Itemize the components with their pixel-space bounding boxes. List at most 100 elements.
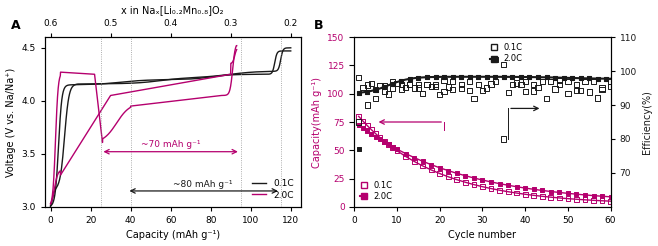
Point (468, 97, 479, 101)
Point (465, 75, 475, 79)
Text: ~70 mAh g⁻¹: ~70 mAh g⁻¹ (141, 139, 201, 149)
Point (601, 77, 611, 81)
Point (379, 84, 390, 88)
Point (554, 196, 565, 200)
Point (370, 135, 381, 138)
Point (511, 81, 522, 85)
Text: ~80 mAh g⁻¹: ~80 mAh g⁻¹ (173, 180, 232, 189)
Point (486, 180, 496, 184)
Point (426, 85, 436, 89)
Point (550, 76, 561, 79)
Point (576, 76, 586, 80)
Point (494, 188, 505, 192)
Legend: 0.1C, 2.0C: 0.1C, 2.0C (359, 179, 394, 203)
Point (392, 149, 402, 153)
Point (516, 75, 526, 79)
Point (537, 79, 547, 83)
Point (400, 85, 411, 89)
Point (593, 77, 603, 80)
Point (362, 90, 372, 94)
Point (554, 79, 565, 83)
Point (486, 82, 496, 86)
Point (409, 156, 419, 160)
Point (460, 174, 470, 178)
Point (443, 85, 453, 89)
Point (367, 132, 377, 136)
Point (422, 83, 432, 87)
Point (456, 75, 467, 79)
Point (465, 88, 475, 92)
Point (571, 88, 582, 92)
Point (353, 120, 364, 124)
Point (353, 147, 364, 151)
Point (507, 83, 518, 87)
Point (451, 178, 462, 182)
Point (554, 83, 565, 87)
Point (533, 75, 544, 79)
Point (584, 77, 595, 80)
Point (597, 87, 607, 91)
Point (520, 186, 530, 190)
Point (507, 75, 518, 79)
Point (358, 85, 368, 89)
Point (379, 139, 390, 143)
Point (422, 75, 432, 79)
Point (422, 83, 432, 87)
Point (584, 90, 595, 94)
Point (417, 164, 428, 168)
Point (524, 75, 535, 79)
Point (545, 189, 556, 193)
Point (563, 191, 573, 195)
Point (392, 147, 402, 151)
Point (383, 143, 393, 147)
Point (383, 142, 393, 146)
Point (537, 194, 547, 198)
Point (409, 159, 419, 163)
Point (528, 83, 539, 87)
Point (559, 76, 569, 80)
Point (370, 88, 381, 92)
Point (405, 82, 415, 86)
Point (370, 87, 381, 91)
Point (593, 96, 603, 100)
Point (605, 84, 616, 88)
Point (443, 175, 453, 179)
Point (468, 183, 479, 186)
Point (413, 86, 424, 90)
Point (388, 146, 398, 150)
Point (503, 183, 513, 187)
Point (353, 114, 364, 118)
Point (499, 62, 509, 66)
Point (528, 187, 539, 191)
Point (439, 90, 449, 93)
Point (451, 171, 462, 175)
Point (588, 79, 599, 83)
Point (396, 83, 407, 87)
Point (520, 192, 530, 196)
Point (370, 96, 381, 100)
Point (388, 82, 398, 86)
Point (456, 83, 467, 87)
Point (388, 86, 398, 90)
X-axis label: Cycle number: Cycle number (449, 231, 517, 240)
Point (439, 78, 449, 82)
Point (439, 75, 449, 79)
Point (576, 89, 586, 93)
Point (520, 90, 530, 93)
Text: A: A (11, 19, 21, 32)
Point (375, 137, 386, 141)
Point (473, 75, 484, 79)
Point (434, 172, 445, 176)
Point (477, 185, 488, 189)
Point (482, 75, 492, 79)
Point (545, 195, 556, 199)
Point (520, 79, 530, 83)
Point (516, 83, 526, 87)
Point (375, 84, 386, 88)
Point (554, 190, 565, 194)
Point (490, 75, 501, 79)
Point (563, 79, 573, 83)
Text: B: B (313, 19, 323, 32)
Point (430, 75, 441, 79)
Point (413, 76, 424, 80)
